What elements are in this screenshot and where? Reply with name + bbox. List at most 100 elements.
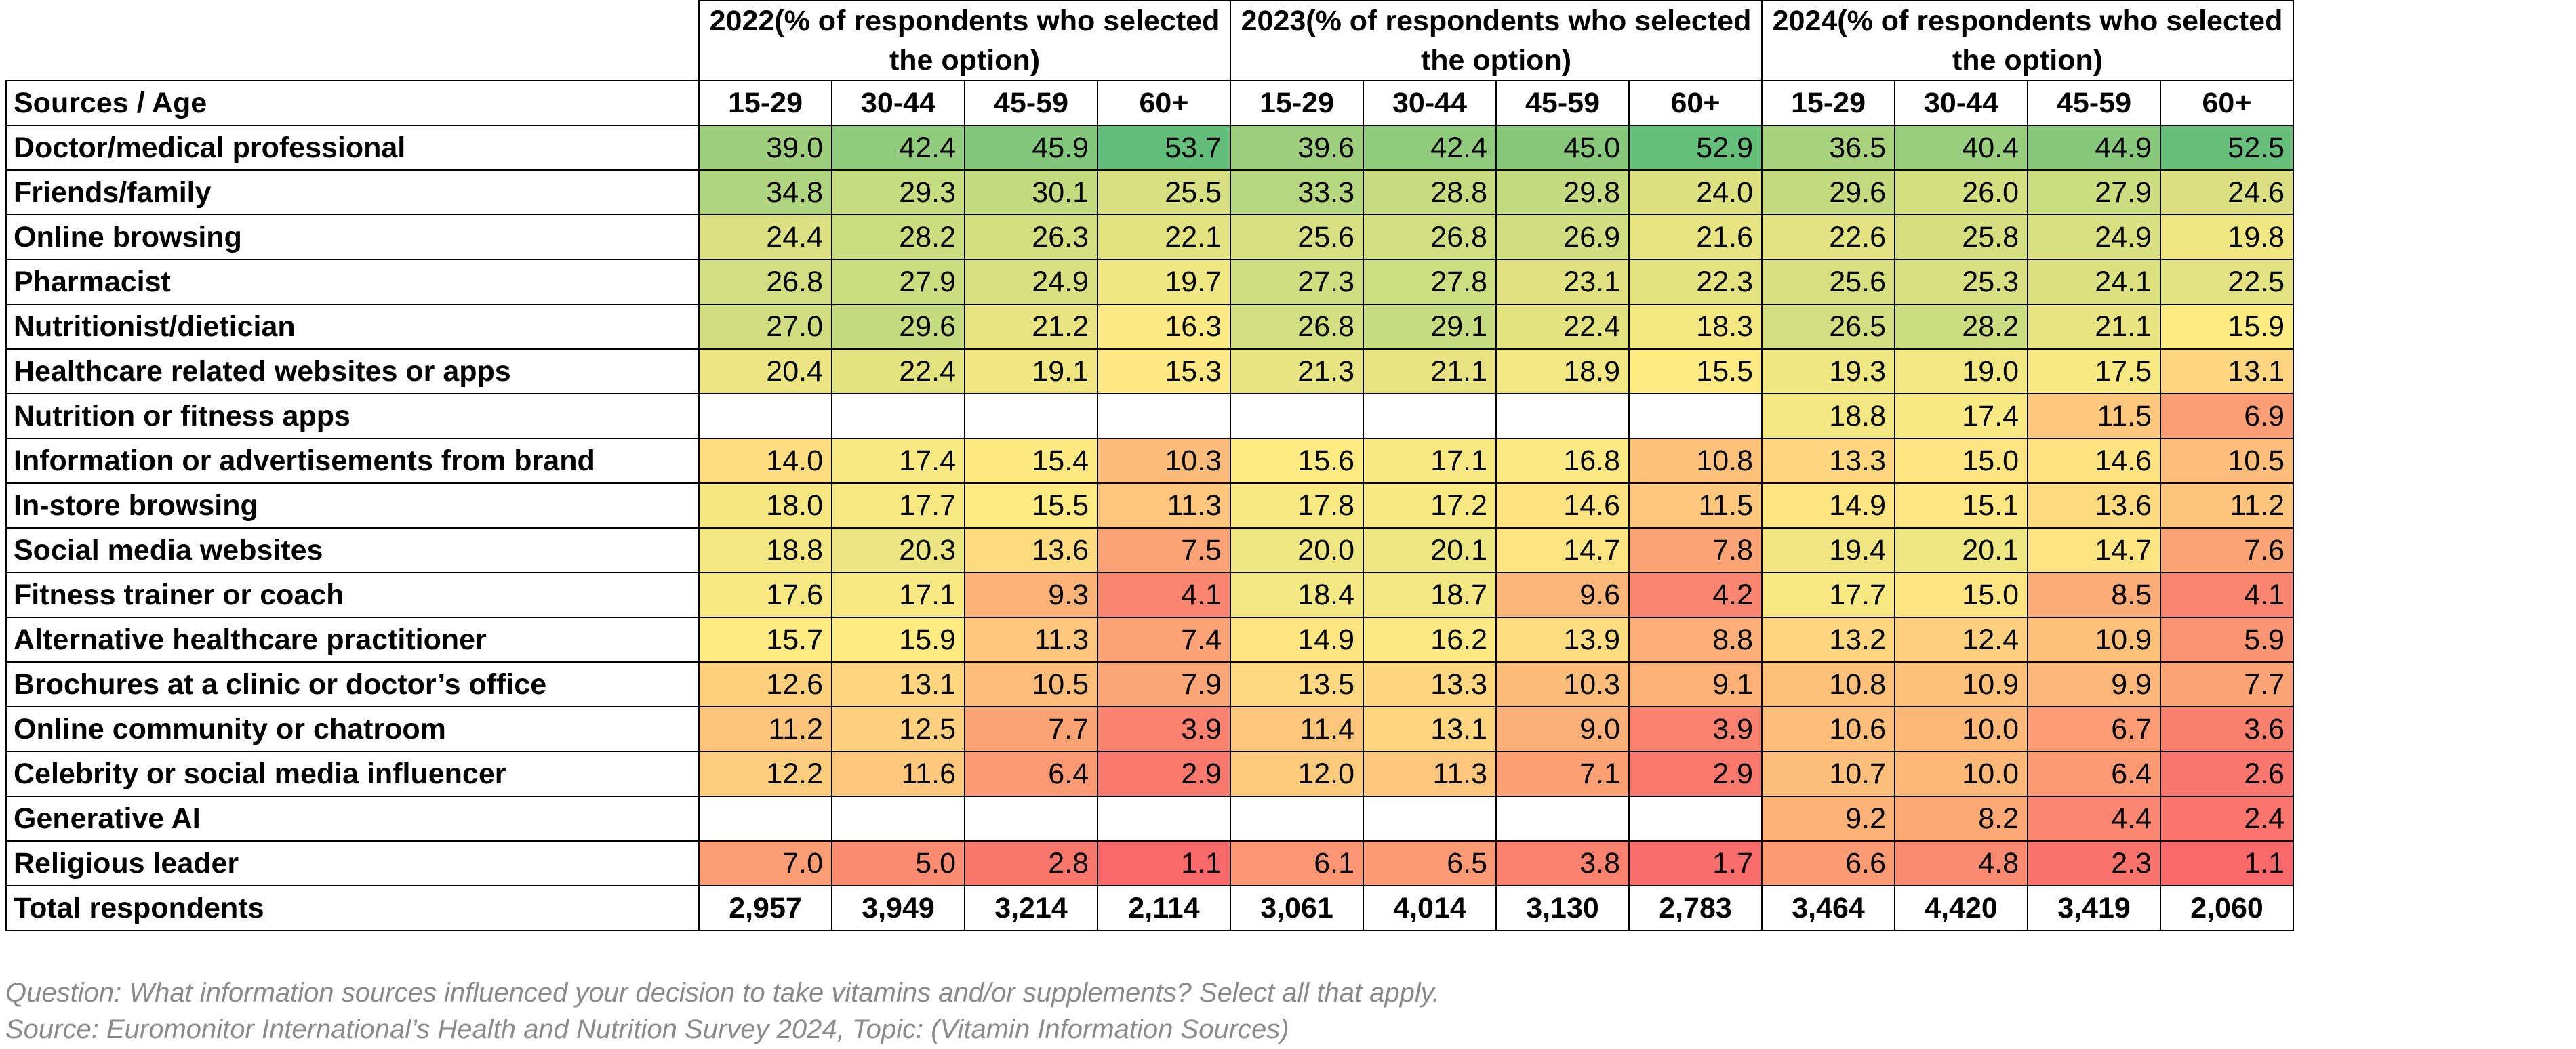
- value-cell: 15.7: [698, 617, 832, 663]
- value-cell: 20.0: [1230, 527, 1364, 573]
- value-cell: 13.1: [1363, 706, 1497, 752]
- value-cell: 52.9: [1628, 125, 1763, 171]
- table-row: Healthcare related websites or apps 20.4 2…: [5, 348, 2294, 394]
- age-column-header: 60+: [1097, 80, 1231, 126]
- value-cell: 25.3: [1894, 259, 2028, 305]
- value-cell: 21.2: [964, 304, 1098, 350]
- year-group-header: 2024(% of respondents who selected the o…: [1761, 0, 2294, 81]
- table-row: Brochures at a clinic or doctor’s office…: [5, 661, 2294, 707]
- value-cell: [964, 393, 1098, 439]
- value-cell: 5.9: [2160, 617, 2294, 663]
- value-cell: 18.4: [1230, 572, 1364, 618]
- table-row: Nutritionist/dietician 27.0 29.6 21.2 16.3 26…: [5, 304, 2294, 350]
- year-group-header-row: 2022(% of respondents who selected the o…: [6, 0, 2294, 81]
- footnotes: Question: What information sources influ…: [5, 974, 1440, 1048]
- row-label: Friends/family: [5, 169, 700, 215]
- value-cell: 45.0: [1495, 125, 1630, 171]
- value-cell: 12.5: [831, 706, 965, 752]
- value-cell: [1097, 393, 1231, 439]
- value-cell: 1.1: [2160, 840, 2294, 886]
- table-row: Alternative healthcare practitioner 15.7 1…: [5, 617, 2294, 663]
- value-cell: 9.0: [1495, 706, 1630, 752]
- total-cell: 2,957: [698, 885, 832, 931]
- value-cell: 17.1: [1363, 438, 1497, 484]
- value-cell: 6.9: [2160, 393, 2294, 439]
- value-cell: 22.3: [1628, 259, 1763, 305]
- row-label: In-store browsing: [5, 482, 700, 529]
- vitamin-sources-table: 2022(% of respondents who selected the o…: [5, 0, 2294, 931]
- value-cell: 18.8: [698, 527, 832, 573]
- table-row: Doctor/medical professional 39.0 42.4 45.9 5…: [5, 125, 2294, 171]
- value-cell: 14.7: [2027, 527, 2161, 573]
- value-cell: 2.9: [1097, 751, 1231, 797]
- row-label: Information or advertisements from brand: [5, 438, 700, 484]
- value-cell: 26.9: [1495, 214, 1630, 260]
- row-label: Nutritionist/dietician: [5, 304, 700, 350]
- age-column-header: 30-44: [1363, 80, 1497, 126]
- corner-blank-cell: [6, 1, 700, 81]
- value-cell: 13.6: [964, 527, 1098, 573]
- value-cell: 16.8: [1495, 438, 1630, 484]
- value-cell: 11.2: [698, 706, 832, 752]
- value-cell: 27.9: [2027, 169, 2161, 215]
- value-cell: [1230, 393, 1364, 439]
- value-cell: 4.4: [2027, 796, 2161, 842]
- total-respondents-row: Total respondents 2,957 3,949 3,214 2,114 3,0…: [5, 885, 2294, 931]
- value-cell: 4.2: [1628, 572, 1763, 618]
- value-cell: 7.7: [2160, 661, 2294, 707]
- value-cell: 27.8: [1363, 259, 1497, 305]
- value-cell: 4.1: [2160, 572, 2294, 618]
- value-cell: 2.4: [2160, 796, 2294, 842]
- value-cell: 14.6: [2027, 438, 2161, 484]
- table-row: Celebrity or social media influencer 12.2…: [5, 751, 2294, 797]
- value-cell: 19.8: [2160, 214, 2294, 260]
- value-cell: 26.3: [964, 214, 1098, 260]
- value-cell: 15.9: [2160, 304, 2294, 350]
- value-cell: 29.6: [831, 304, 965, 350]
- value-cell: 3.6: [2160, 706, 2294, 752]
- row-label: Fitness trainer or coach: [5, 572, 700, 618]
- value-cell: 11.2: [2160, 482, 2294, 529]
- value-cell: 15.1: [1894, 482, 2028, 529]
- value-cell: 33.3: [1230, 169, 1364, 215]
- value-cell: 11.5: [2027, 393, 2161, 439]
- table-row: In-store browsing 18.0 17.7 15.5 11.3 17.8 17.…: [5, 482, 2294, 529]
- value-cell: 17.4: [1894, 393, 2028, 439]
- value-cell: 24.1: [2027, 259, 2161, 305]
- value-cell: 3.9: [1097, 706, 1231, 752]
- value-cell: 17.4: [831, 438, 965, 484]
- sources-age-header: Sources / Age: [5, 80, 700, 126]
- value-cell: 29.8: [1495, 169, 1630, 215]
- age-column-header: 60+: [1628, 80, 1763, 126]
- value-cell: 26.8: [698, 259, 832, 305]
- value-cell: 13.5: [1230, 661, 1364, 707]
- total-cell: 3,419: [2027, 885, 2161, 931]
- table-row: Religious leader 7.0 5.0 2.8 1.1 6.1 6.5 3.8 1.7…: [5, 840, 2294, 886]
- value-cell: 2.3: [2027, 840, 2161, 886]
- value-cell: 44.9: [2027, 125, 2161, 171]
- value-cell: 22.4: [831, 348, 965, 394]
- value-cell: [1097, 796, 1231, 842]
- value-cell: 8.5: [2027, 572, 2161, 618]
- value-cell: 10.0: [1894, 706, 2028, 752]
- value-cell: 13.3: [1363, 661, 1497, 707]
- value-cell: 18.7: [1363, 572, 1497, 618]
- value-cell: 40.4: [1894, 125, 2028, 171]
- value-cell: 12.6: [698, 661, 832, 707]
- value-cell: 17.5: [2027, 348, 2161, 394]
- value-cell: 21.3: [1230, 348, 1364, 394]
- value-cell: [964, 796, 1098, 842]
- value-cell: 6.4: [2027, 751, 2161, 797]
- row-label: Social media websites: [5, 527, 700, 573]
- question-note: Question: What information sources influ…: [5, 978, 1440, 1008]
- value-cell: 30.1: [964, 169, 1098, 215]
- value-cell: 11.4: [1230, 706, 1364, 752]
- value-cell: 13.2: [1761, 617, 1895, 663]
- value-cell: 26.5: [1761, 304, 1895, 350]
- value-cell: 20.1: [1894, 527, 2028, 573]
- total-cell: 4,420: [1894, 885, 2028, 931]
- value-cell: [1495, 393, 1630, 439]
- value-cell: 11.6: [831, 751, 965, 797]
- total-row-label: Total respondents: [5, 885, 700, 931]
- value-cell: 27.9: [831, 259, 965, 305]
